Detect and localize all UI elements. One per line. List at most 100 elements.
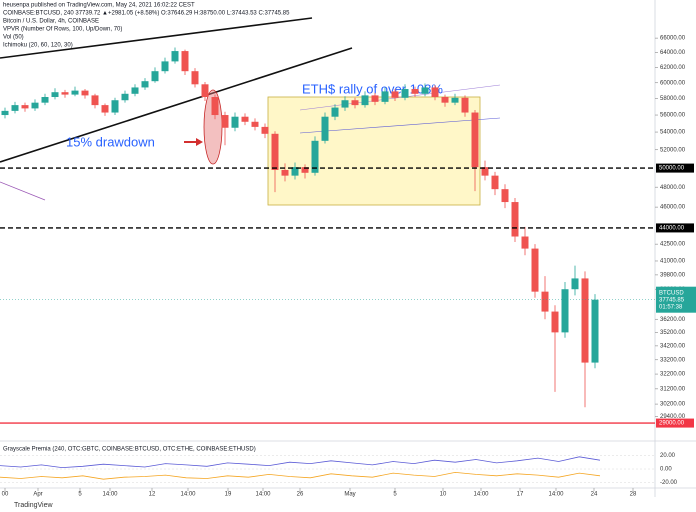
- candle-body: [491, 175, 499, 190]
- candle-body: [191, 71, 199, 85]
- candle-body: [441, 97, 449, 103]
- x-tick-label: 26: [297, 492, 304, 498]
- y-tick-label: 46000.00: [660, 205, 686, 211]
- annotation: 15% drawdown: [66, 134, 155, 149]
- indicator-line: [0, 456, 601, 469]
- candle-body: [411, 89, 419, 94]
- price-level-label: 44000.00: [659, 226, 685, 232]
- arrow-head: [196, 138, 203, 146]
- price-level-box: [656, 418, 694, 428]
- candle-body: [61, 92, 69, 95]
- last-price-symbol: BTCUSD: [659, 290, 684, 296]
- rally-box: [267, 96, 481, 206]
- y-tick-label: 54000.00: [660, 130, 686, 136]
- candle-body: [401, 89, 409, 98]
- candle-body: [331, 107, 339, 117]
- candle-body: [11, 105, 19, 111]
- candle-body: [361, 95, 369, 106]
- indicator-line: [0, 471, 601, 480]
- x-tick-label: 5: [78, 492, 82, 498]
- trend-line: [0, 47, 353, 163]
- y-tick-label: 32200.00: [660, 372, 686, 378]
- candle-body: [221, 115, 229, 128]
- y-tick-label: 30200.00: [660, 402, 686, 408]
- price-level-box: [656, 223, 694, 233]
- x-tick-label: 14:00: [255, 492, 271, 498]
- candle-body: [1, 110, 9, 116]
- candle-body: [501, 189, 509, 203]
- y-tick-label: 29400.00: [660, 414, 686, 420]
- candle-body: [461, 97, 469, 113]
- candle-body: [201, 84, 209, 98]
- candle-body: [531, 248, 539, 292]
- candle-body: [541, 291, 549, 312]
- indicator-label: Ichimoku (20, 60, 120, 30): [3, 43, 73, 49]
- candle-body: [591, 299, 599, 363]
- x-tick-label: Apr: [33, 492, 42, 498]
- y-tick-label: 60000.00: [660, 80, 686, 86]
- x-tick-label: 24: [591, 492, 598, 498]
- y-tick-label: 20.00: [660, 453, 676, 459]
- y-tick-label: 56000.00: [660, 113, 686, 119]
- candle-body: [511, 202, 519, 237]
- x-tick-label: 28: [630, 492, 637, 498]
- candle-body: [121, 93, 129, 101]
- candle-body: [481, 167, 489, 176]
- y-tick-label: 33200.00: [660, 357, 686, 363]
- y-tick-label: -20.00: [660, 480, 678, 486]
- candle-body: [241, 116, 249, 122]
- x-tick-label: 14:00: [473, 492, 489, 498]
- footer: TradingView: [14, 502, 53, 509]
- indicator-label: VPVR (Number Of Rows, 100, Up/Down, 70): [3, 27, 122, 33]
- candle-body: [211, 97, 219, 116]
- candle-body: [51, 92, 59, 98]
- candle-body: [351, 100, 359, 106]
- candle-body: [261, 126, 269, 134]
- indicator-line: [0, 181, 46, 201]
- channel-line: [299, 117, 501, 134]
- last-price-box: [656, 286, 696, 313]
- candle-body: [391, 91, 399, 98]
- y-tick-label: 66000.00: [660, 36, 686, 42]
- y-tick-label: 64000.00: [660, 50, 686, 56]
- candle-body: [141, 81, 149, 88]
- y-tick-label: 35200.00: [660, 330, 686, 336]
- y-tick-label: 31200.00: [660, 386, 686, 392]
- candle-body: [41, 97, 49, 103]
- candle-body: [471, 112, 479, 168]
- candle-body: [381, 91, 389, 102]
- candle-body: [571, 278, 579, 290]
- y-tick-label: 62000.00: [660, 65, 686, 71]
- candle-body: [321, 116, 329, 141]
- y-tick-label: 39800.00: [660, 272, 686, 278]
- last-price-countdown: 01:57:38: [659, 304, 683, 310]
- candle-body: [421, 87, 429, 94]
- y-tick-label: 0.00: [660, 467, 672, 473]
- candle-body: [21, 105, 29, 109]
- candle-body: [161, 61, 169, 72]
- candle-body: [451, 97, 459, 103]
- candle-body: [341, 100, 349, 108]
- candle-body: [271, 133, 279, 170]
- candle-body: [231, 116, 239, 128]
- candle-body: [131, 87, 139, 94]
- candle-body: [71, 90, 79, 95]
- x-tick-label: 17: [517, 492, 524, 498]
- last-price-value: 37745.85: [659, 297, 685, 303]
- price-level-label: 50000.00: [659, 166, 685, 172]
- x-tick-label: May: [344, 492, 355, 498]
- indicator-label: Vol (50): [3, 35, 24, 41]
- trend-line: [0, 17, 313, 59]
- y-tick-label: 41000.00: [660, 259, 686, 265]
- channel-line: [299, 84, 501, 111]
- candle-body: [431, 87, 439, 98]
- y-tick-label: 34200.00: [660, 343, 686, 349]
- indicator-title: Grayscale Premia (240, OTC:GBTC, COINBAS…: [3, 447, 256, 453]
- x-tick-label: 14:00: [102, 492, 118, 498]
- candle-body: [181, 51, 189, 72]
- x-tick-label: 00: [2, 492, 9, 498]
- candle-body: [551, 311, 559, 333]
- candle-body: [31, 102, 39, 109]
- x-tick-label: 14:00: [180, 492, 196, 498]
- candle-body: [101, 105, 109, 113]
